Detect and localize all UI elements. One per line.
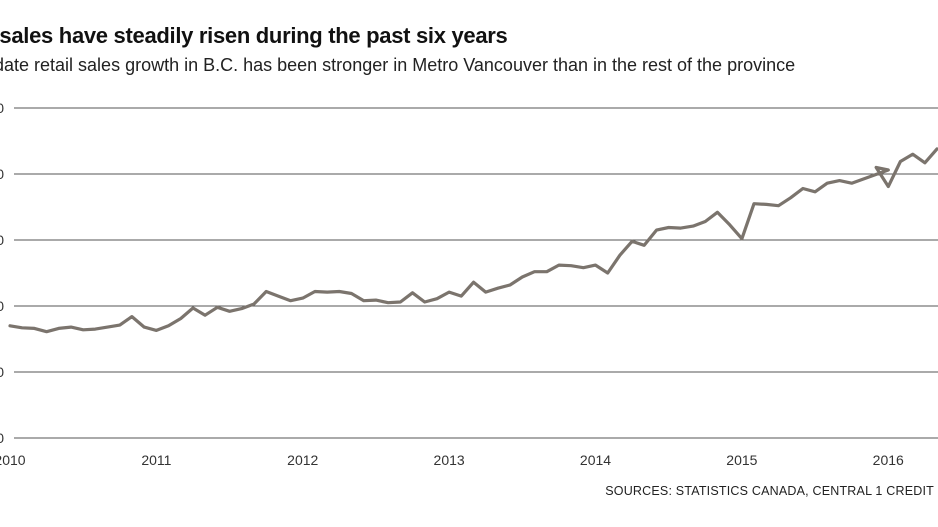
x-axis-tick-labels: 2010 2011 2012 2013 2014 2015 2016 [0, 452, 904, 468]
chart-subtitle: date retail sales growth in B.C. has bee… [0, 55, 796, 75]
y-tick-label: 0 [0, 364, 4, 380]
chart-title: il sales have steadily risen during the … [0, 23, 508, 48]
y-tick-label: 0 [0, 298, 4, 314]
series-group [8, 147, 938, 334]
y-tick-label: 0 [0, 232, 4, 248]
x-tick-label: 2015 [726, 452, 757, 468]
source-note: SOURCES: STATISTICS CANADA, CENTRAL 1 CR… [605, 484, 934, 498]
gridlines [14, 107, 938, 439]
x-tick-label: 2012 [287, 452, 318, 468]
x-tick-label: 2014 [580, 452, 611, 468]
x-tick-label: 2010 [0, 452, 26, 468]
y-axis-tick-labels: 0 0 0 0 0 0 [0, 100, 4, 446]
x-tick-label: 2016 [873, 452, 904, 468]
series-line [8, 147, 938, 334]
y-tick-label: 0 [0, 430, 4, 446]
x-tick-label: 2011 [141, 452, 171, 468]
y-tick-label: 0 [0, 100, 4, 116]
x-tick-label: 2013 [434, 452, 465, 468]
y-tick-label: 0 [0, 166, 4, 182]
